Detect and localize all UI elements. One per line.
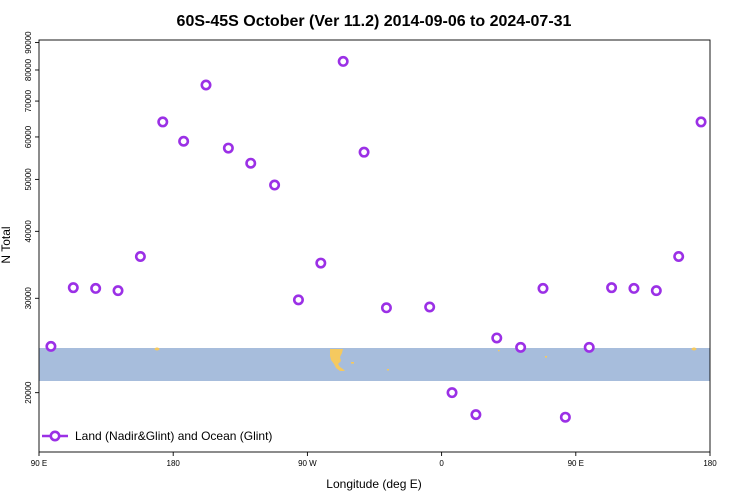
data-point xyxy=(222,142,234,154)
y-tick-label: 50000 xyxy=(24,168,33,191)
data-point xyxy=(200,79,212,91)
y-axis-label: N Total xyxy=(0,226,13,263)
x-tick-label: 180 xyxy=(703,459,717,468)
data-point xyxy=(424,301,436,313)
data-point xyxy=(695,116,707,128)
data-point xyxy=(245,157,257,169)
land-patch-south-georgia xyxy=(387,369,389,371)
data-point xyxy=(90,282,102,294)
y-tick-label: 30000 xyxy=(24,287,33,310)
x-tick-label: 180 xyxy=(167,459,181,468)
data-point xyxy=(583,341,595,353)
y-tick-label: 70000 xyxy=(24,89,33,112)
data-point xyxy=(358,146,370,158)
data-point xyxy=(491,332,503,344)
data-point xyxy=(337,55,349,67)
x-tick-label: 90 E xyxy=(31,459,47,468)
land-patch-falklands xyxy=(351,362,354,364)
land-patch-new-zealand-east xyxy=(691,347,697,351)
data-point xyxy=(134,251,146,263)
data-point xyxy=(380,302,392,314)
y-tick-label: 80000 xyxy=(24,58,33,81)
data-point xyxy=(606,282,618,294)
data-point xyxy=(559,411,571,423)
data-point xyxy=(292,294,304,306)
y-tick-label: 20000 xyxy=(24,381,33,404)
legend-label: Land (Nadir&Glint) and Ocean (Glint) xyxy=(75,429,272,443)
ocean-band xyxy=(39,348,710,381)
data-point xyxy=(112,285,124,297)
land-patch-marion-island xyxy=(498,350,500,352)
data-point xyxy=(537,282,549,294)
land-patch-kerguelen xyxy=(545,356,547,358)
x-axis: 90 E 180 90 W 0 90 E 180 xyxy=(31,452,717,468)
chart-title: 60S-45S October (Ver 11.2) 2014-09-06 to… xyxy=(177,13,572,30)
map-band xyxy=(39,347,710,381)
land-patch-patagonia xyxy=(330,349,345,371)
y-axis: 20000 30000 40000 50000 60000 70000 80000 90000 xyxy=(24,31,39,404)
data-point xyxy=(178,135,190,147)
data-point xyxy=(67,282,79,294)
x-tick-label: 0 xyxy=(439,459,444,468)
data-point xyxy=(628,282,640,294)
y-tick-label: 60000 xyxy=(24,125,33,148)
y-tick-label: 90000 xyxy=(24,31,33,54)
data-point xyxy=(446,387,458,399)
y-tick-label: 40000 xyxy=(24,220,33,243)
data-point xyxy=(45,340,57,352)
data-point xyxy=(470,409,482,421)
data-point xyxy=(315,257,327,269)
x-tick-label: 90 W xyxy=(298,459,317,468)
x-tick-label: 90 E xyxy=(568,459,584,468)
data-point xyxy=(157,116,169,128)
x-axis-label: Longitude (deg E) xyxy=(326,477,421,491)
data-point xyxy=(650,285,662,297)
land-patch-new-zealand-south xyxy=(154,347,160,351)
data-point xyxy=(269,179,281,191)
data-point xyxy=(515,341,527,353)
legend: Land (Nadir&Glint) and Ocean (Glint) xyxy=(42,429,272,443)
data-points xyxy=(45,55,707,423)
land-patches xyxy=(154,347,697,371)
legend-marker xyxy=(49,430,61,442)
plot-frame xyxy=(38,39,711,453)
data-point xyxy=(673,251,685,263)
